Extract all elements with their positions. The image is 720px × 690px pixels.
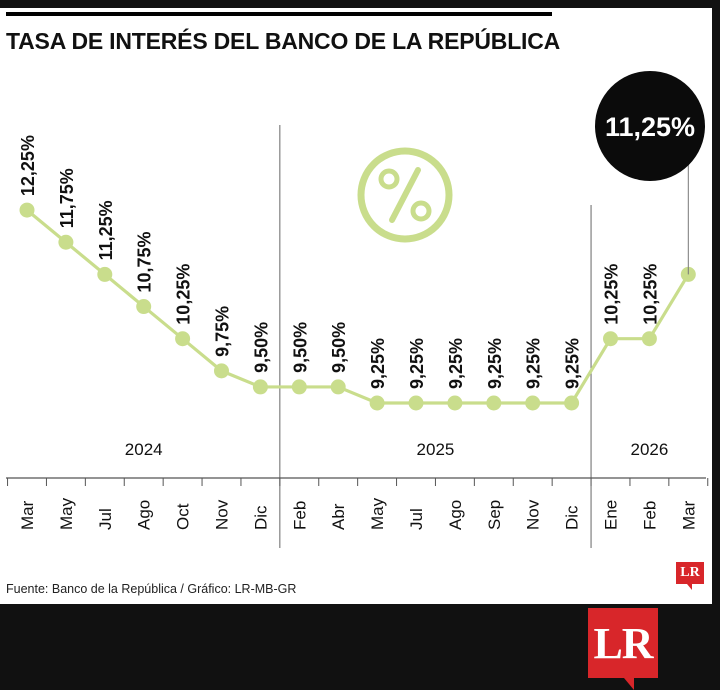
x-tick-label: May (368, 497, 387, 530)
data-label: 9,25% (485, 338, 505, 389)
x-tick-label: Feb (290, 501, 309, 530)
data-label: 9,25% (368, 338, 388, 389)
data-label: 10,75% (135, 231, 155, 292)
data-point (214, 363, 229, 379)
data-point (603, 331, 618, 347)
x-tick-label: Nov (524, 499, 543, 530)
x-tick-label: May (57, 497, 76, 530)
x-tick-label: Abr (329, 503, 348, 530)
chart-card (0, 8, 712, 604)
data-point (525, 395, 541, 411)
x-tick-label: Feb (640, 501, 659, 530)
source-note: Fuente: Banco de la República / Gráfico:… (6, 582, 297, 596)
x-tick-label: Jul (96, 508, 115, 530)
x-tick-label: Dic (563, 505, 582, 530)
rate-line (25, 208, 690, 405)
x-tick-label: Ago (135, 500, 154, 530)
data-label: 11,25% (96, 200, 116, 260)
data-point (252, 379, 268, 395)
chart-title: TASA DE INTERÉS DEL BANCO DE LA REPÚBLIC… (6, 28, 561, 54)
data-point (175, 331, 191, 347)
x-tick-label: Ene (602, 500, 621, 530)
right-edge (712, 8, 720, 604)
lr-logo-large: LR (588, 608, 658, 690)
data-point (564, 395, 580, 411)
x-tick-label: Sep (485, 500, 504, 530)
data-point (408, 395, 424, 411)
x-tick-label: Oct (174, 503, 193, 530)
year-label: 2025 (417, 440, 455, 459)
data-label: 9,25% (524, 338, 544, 389)
data-label: 12,25% (18, 135, 38, 196)
x-tick-label: Nov (213, 499, 232, 530)
year-label: 2026 (630, 440, 668, 459)
headline-rule (6, 12, 552, 16)
highlight-value: 11,25% (605, 112, 695, 142)
lr-logo-small: LR (676, 562, 704, 590)
data-point (136, 299, 152, 315)
x-tick-label: Jul (407, 508, 426, 530)
data-label: 9,50% (329, 322, 349, 373)
data-label: 10,25% (640, 264, 660, 325)
data-label: 9,25% (446, 338, 466, 389)
data-point (291, 379, 307, 395)
x-tick-label: Mar (679, 500, 698, 530)
highlight-bubble (595, 71, 705, 181)
data-label: 9,75% (213, 306, 233, 357)
data-point (58, 234, 74, 250)
data-point (19, 202, 35, 218)
data-point (486, 395, 502, 411)
top-strip (0, 0, 720, 8)
data-point (447, 395, 463, 411)
x-tick-label: Ago (446, 500, 465, 530)
data-label: 10,25% (602, 264, 622, 325)
percent-icon (357, 147, 453, 243)
data-label: 9,25% (563, 338, 583, 389)
data-label: 9,50% (290, 322, 310, 373)
data-point (97, 266, 113, 282)
year-label: 2024 (125, 440, 163, 459)
data-point (369, 395, 385, 411)
data-point (641, 331, 657, 347)
data-label: 10,25% (174, 264, 194, 325)
data-point (330, 379, 346, 395)
data-label: 9,25% (407, 338, 427, 389)
data-label: 11,75% (57, 168, 77, 228)
data-label: 9,50% (251, 322, 271, 373)
x-tick-label: Dic (251, 505, 270, 530)
x-tick-label: Mar (18, 500, 37, 530)
